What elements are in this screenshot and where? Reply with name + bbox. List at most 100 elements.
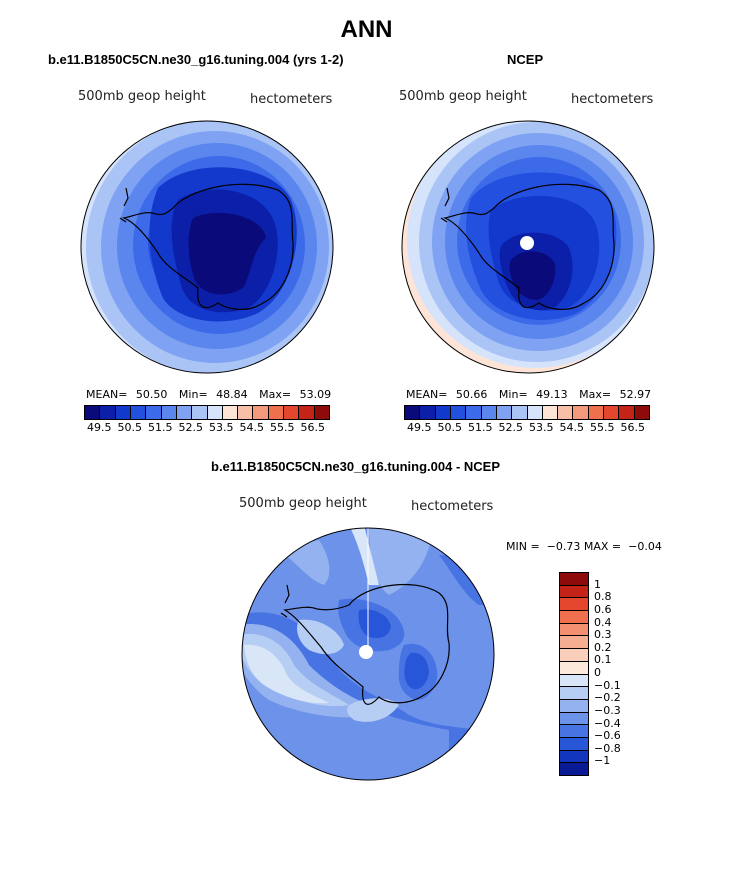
panel-2-stats: MEAN= 50.66 Min= 49.13 Max= 52.97 <box>406 388 651 401</box>
panel-2-max-value: 52.97 <box>619 388 652 401</box>
panel-1-units-label: hectometers <box>250 92 333 107</box>
panel-2-colorbar-swatch <box>419 406 435 419</box>
panel-2-colorbar-swatch <box>480 406 496 419</box>
panel-1-max-value: 53.09 <box>299 388 332 401</box>
panel-2-colorbar-tick-label: 49.5 <box>407 421 432 434</box>
diff-colorbar-swatch <box>560 698 588 712</box>
panel-1-colorbar-swatch <box>298 406 314 419</box>
diff-colorbar-label: 0 <box>594 666 601 679</box>
panel-2-colorbar-tick-label: 56.5 <box>620 421 646 434</box>
panel-2-colorbar-swatch <box>557 406 573 419</box>
diff-panel-minmax: MIN = −0.73 MAX = −0.04 <box>506 540 662 553</box>
diff-colorbar-swatch <box>560 660 588 674</box>
diff-colorbar-swatch <box>560 673 588 687</box>
panel-1-coastline <box>119 183 294 310</box>
diff-panel-title: b.e11.B1850C5CN.ne30_g16.tuning.004 - NC… <box>211 459 501 474</box>
panel-1-colorbar-swatch <box>129 406 146 419</box>
diff-colorbar-label: 0.6 <box>594 602 612 616</box>
panel-1-stats: MEAN= 50.50 Min= 48.84 Max= 53.09 <box>86 388 331 401</box>
panel-2-colorbar-swatch <box>572 406 588 419</box>
diff-colorbar-swatch <box>560 762 588 775</box>
panel-1-min-label: Min= <box>178 388 208 401</box>
diff-colorbar-labels: 1 0.8 0.6 0.4 0.3 0.2 0.1 0 −0.1 −0.2 −0.3 −0.4 −0.6… <box>594 572 634 776</box>
panel-2-pole-marker <box>520 236 534 250</box>
panel-2-mean-label: MEAN= <box>406 388 448 401</box>
panel-1-colorbar-swatch <box>267 406 284 419</box>
panel-1-colorbar-ticks: 49.5 50.5 51.5 52.5 53.5 54.5 55.5 56.5 <box>84 421 328 435</box>
panel-2-colorbar-tick-label: 55.5 <box>590 421 615 434</box>
panel-1-colorbar-swatch <box>221 406 238 419</box>
panel-1-min-value: 48.84 <box>216 388 248 401</box>
panel-1-colorbar-swatch <box>283 406 299 419</box>
panel-2-colorbar-swatch <box>603 406 619 419</box>
panel-1-colorbar-tick-label: 49.5 <box>87 421 112 434</box>
panel-1-map <box>80 120 334 374</box>
panel-1-colorbar-swatch <box>313 406 329 419</box>
panel-2-colorbar-swatch <box>587 406 604 419</box>
panel-2-units-label: hectometers <box>571 92 654 107</box>
panel-1-colorbar-swatch <box>206 406 222 419</box>
panel-1-colorbar-swatch <box>114 406 130 419</box>
panel-1-mean-value: 50.50 <box>135 388 168 401</box>
panel-2-mean-value: 50.66 <box>455 388 488 401</box>
panel-2-colorbar-swatch <box>465 406 481 419</box>
diff-colorbar-swatch <box>560 635 588 649</box>
diff-colorbar-label: 0.2 <box>594 640 612 654</box>
diff-colorbar-label: −0.2 <box>594 691 621 705</box>
panel-2-colorbar-swatch <box>633 406 649 419</box>
panel-1-variable-label: 500mb geop height <box>78 89 206 104</box>
diff-colorbar-swatch <box>560 584 588 598</box>
diff-panel-units-label: hectometers <box>411 499 494 514</box>
panel-2-colorbar <box>404 405 650 420</box>
diff-colorbar-swatch <box>560 724 588 737</box>
panel-2-colorbar-tick-label: 53.5 <box>529 421 554 434</box>
diff-colorbar-swatch <box>560 610 588 623</box>
panel-2-colorbar-swatch <box>541 406 558 419</box>
diff-colorbar-swatch <box>560 622 588 636</box>
panel-2-colorbar-swatch <box>495 406 512 419</box>
diff-colorbar-label: 0.1 <box>594 653 612 667</box>
diff-colorbar-swatch <box>560 736 588 750</box>
diff-colorbar-swatch <box>560 597 588 611</box>
panel-2-max-label: Max= <box>579 388 612 401</box>
panel-2-title: NCEP <box>507 52 544 67</box>
panel-2-variable-label: 500mb geop height <box>399 89 527 104</box>
panel-2-min-value: 49.13 <box>536 388 568 401</box>
panel-1-colorbar-swatch <box>237 406 253 419</box>
diff-panel-map <box>241 527 495 781</box>
diff-colorbar-label: −1 <box>594 754 611 768</box>
panel-1-colorbar-tick-label: 55.5 <box>270 421 295 434</box>
diff-colorbar-label: −0.1 <box>594 678 621 692</box>
panel-1-map-border <box>80 120 334 374</box>
panel-1-colorbar-tick-label: 50.5 <box>117 421 143 434</box>
panel-1-colorbar-swatch <box>145 406 161 419</box>
panel-1-colorbar-swatch <box>99 406 115 419</box>
diff-colorbar-swatch <box>560 749 588 763</box>
diff-colorbar-label: −0.8 <box>594 741 621 755</box>
panel-1-colorbar-tick-label: 53.5 <box>209 421 234 434</box>
diff-colorbar-swatch <box>560 648 588 661</box>
diff-colorbar <box>559 572 589 776</box>
panel-1-colorbar-swatch <box>175 406 192 419</box>
diff-colorbar-label: 1 <box>594 577 601 591</box>
panel-1-colorbar-tick-label: 51.5 <box>148 421 173 434</box>
diff-panel-map-border <box>241 527 495 781</box>
panel-1-colorbar-swatch <box>160 406 176 419</box>
panel-2-coastline <box>440 183 615 310</box>
panel-1-colorbar-tick-label: 54.5 <box>239 421 265 434</box>
panel-2-map <box>401 120 655 374</box>
panel-1-title: b.e11.B1850C5CN.ne30_g16.tuning.004 (yrs… <box>48 52 344 67</box>
panel-1-colorbar <box>84 405 330 420</box>
panel-2-colorbar-tick-label: 50.5 <box>437 421 463 434</box>
diff-colorbar-swatch <box>560 686 588 699</box>
panel-2-colorbar-swatch <box>526 406 542 419</box>
diff-panel-pole-marker <box>359 645 373 659</box>
diff-colorbar-swatch <box>560 573 588 585</box>
diff-colorbar-label: −0.6 <box>594 729 621 743</box>
panel-1-colorbar-tick-label: 52.5 <box>178 421 204 434</box>
figure-title: ANN <box>340 16 393 43</box>
panel-2-min-label: Min= <box>498 388 528 401</box>
diff-colorbar-label: −0.3 <box>594 703 621 717</box>
panel-1-colorbar-tick-label: 56.5 <box>300 421 326 434</box>
panel-1-contour-fill <box>81 121 333 373</box>
